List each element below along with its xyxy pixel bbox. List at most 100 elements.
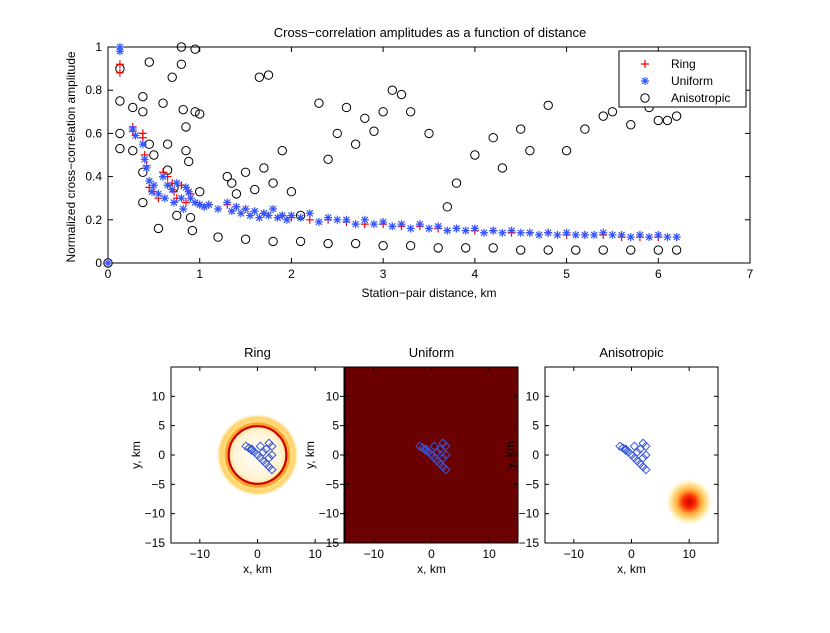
uniform-point: [142, 163, 151, 172]
uniform-point: [200, 202, 209, 211]
anisotropic-point: [580, 124, 590, 134]
uniform-point: [580, 230, 589, 239]
y-tick-label: −10: [519, 507, 540, 521]
station-marker: [641, 464, 651, 475]
anisotropic-point: [149, 150, 159, 160]
anisotropic-point: [213, 232, 223, 242]
anisotropic-point: [167, 72, 177, 82]
x-tick-label: 10: [682, 547, 696, 561]
x-tick-label: 7: [747, 267, 754, 281]
uniform-point: [452, 224, 461, 233]
uniform-point: [160, 194, 169, 203]
panel-title: Anisotropic: [599, 345, 664, 360]
uniform-point: [168, 185, 177, 194]
x-tick-label: 4: [472, 267, 479, 281]
anisotropic-point: [561, 145, 572, 156]
anisotropic-point: [195, 109, 205, 119]
anisotropic-point: [626, 120, 636, 130]
y-tick-label: −15: [319, 536, 340, 550]
anisotropic-point: [378, 107, 388, 117]
station-marker: [641, 441, 651, 451]
uniform-point: [104, 259, 112, 267]
anisotropic-point: [115, 143, 125, 154]
uniform-point: [397, 220, 406, 229]
uniform-point: [179, 205, 188, 213]
anisotropic-point: [128, 102, 138, 113]
anisotropic-point: [138, 91, 148, 102]
uniform-point: [282, 215, 291, 224]
uniform-point: [296, 213, 305, 222]
legend-marker-ring: [641, 60, 649, 68]
uniform-point: [590, 230, 599, 239]
uniform-point: [181, 183, 190, 192]
uniform-point: [425, 224, 433, 233]
station-marker: [267, 441, 277, 451]
uniform-point: [672, 233, 681, 242]
anisotropic-point: [176, 59, 187, 69]
uniform-point: [443, 226, 452, 235]
station-marker: [621, 445, 631, 456]
scatter-chart: Cross−correlation amplitudes as a functi…: [64, 25, 754, 300]
anisotropic-point: [128, 145, 138, 156]
station-marker: [267, 450, 277, 460]
uniform-point: [186, 194, 195, 203]
anisotropic-point: [268, 178, 278, 188]
anisotropic-point: [460, 243, 471, 253]
uniform-point: [255, 213, 264, 222]
anisotropic-point: [277, 145, 287, 156]
anisotropic-point: [516, 124, 526, 134]
x-tick-label: 3: [380, 267, 387, 281]
x-tick-label: −10: [564, 547, 585, 561]
uniform-point: [333, 215, 342, 224]
uniform-point: [269, 205, 278, 213]
y-tick-label: 0.2: [85, 213, 102, 227]
uniform-point: [227, 207, 236, 216]
anisotropic-point: [144, 57, 154, 67]
anisotropic-point: [525, 145, 535, 156]
anisotropic-point: [598, 245, 608, 255]
y-tick-label: 5: [158, 419, 165, 433]
y-tick-label: −5: [325, 477, 339, 491]
uniform-point: [223, 198, 232, 207]
anisotropic-point: [138, 197, 148, 208]
anisotropic-point: [295, 236, 306, 247]
anisotropic-point: [671, 245, 682, 255]
uniform-point: [645, 233, 654, 242]
anisotropic-point: [227, 178, 237, 188]
uniform-point: [195, 200, 204, 209]
uniform-point: [406, 224, 415, 233]
uniform-point: [159, 172, 168, 181]
uniform-point: [204, 200, 213, 209]
x-tick-label: 10: [482, 547, 496, 561]
uniform-point: [177, 194, 186, 203]
anisotropic-point: [396, 89, 407, 100]
x-tick-label: 0: [428, 547, 435, 561]
uniform-point: [163, 181, 172, 190]
legend: Ring Uniform Anisotropic: [618, 50, 747, 108]
anisotropic-point: [653, 115, 663, 126]
panel-title: Ring: [244, 345, 271, 360]
anisotropic-point: [360, 113, 370, 123]
y-tick-label: −15: [145, 536, 166, 550]
anisotropic-point: [626, 245, 636, 255]
uniform-point: [369, 220, 378, 229]
station-marker: [438, 453, 448, 463]
uniform-point: [544, 228, 553, 237]
uniform-point: [434, 222, 443, 231]
x-tick-label: 6: [655, 267, 662, 281]
uniform-point: [379, 217, 388, 226]
anisotropic-point: [662, 115, 673, 126]
uniform-point: [663, 233, 672, 242]
anisotropic-point: [176, 42, 187, 52]
anisotropic-point: [497, 163, 508, 173]
y-tick-label: 10: [326, 389, 340, 403]
uniform-point: [278, 211, 287, 220]
anisotropic-point: [158, 98, 168, 108]
anisotropic-point: [350, 238, 361, 249]
legend-marker-anisotropic: [640, 93, 650, 103]
uniform-point: [305, 209, 314, 218]
uniform-point: [489, 226, 498, 235]
uniform-point: [388, 222, 397, 231]
ring-point: [181, 198, 190, 207]
